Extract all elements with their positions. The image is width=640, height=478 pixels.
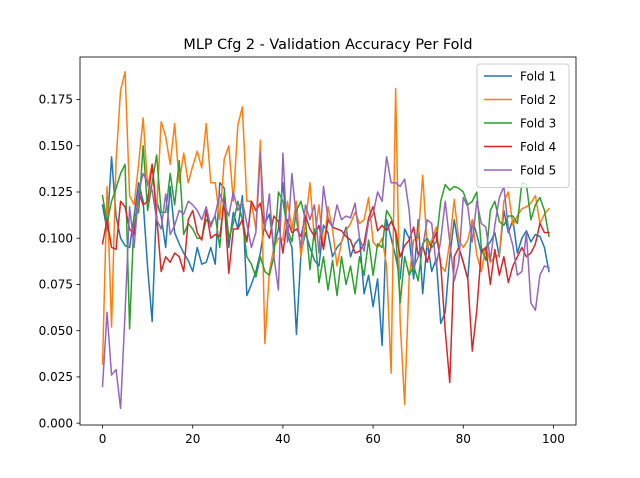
x-tick-label: 0 — [99, 432, 107, 446]
y-tick-label: 0.150 — [39, 139, 73, 153]
x-tick-label: 40 — [275, 432, 290, 446]
series-lines — [101, 71, 551, 410]
series-line-fold-3 — [101, 145, 550, 330]
legend: Fold 1 Fold 2 Fold 3 Fold 4 Fold 5 — [476, 63, 570, 188]
x-tick-label: 20 — [185, 432, 200, 446]
legend-label-fold-4: Fold 4 — [520, 140, 556, 154]
x-tick-label: 80 — [456, 432, 471, 446]
x-tick-label: 60 — [365, 432, 380, 446]
legend-box — [476, 63, 570, 188]
y-tick-label: 0.025 — [39, 370, 73, 384]
y-tick-label: 0.100 — [39, 231, 73, 245]
legend-label-fold-1: Fold 1 — [520, 69, 556, 83]
axes-frame — [79, 56, 577, 426]
legend-label-fold-2: Fold 2 — [520, 93, 556, 107]
series-line-fold-4 — [101, 163, 550, 384]
chart-title: MLP Cfg 2 - Validation Accuracy Per Fold — [183, 37, 472, 53]
y-tick-label: 0.175 — [39, 93, 73, 107]
legend-label-fold-5: Fold 5 — [520, 163, 556, 177]
y-tick-label: 0.050 — [39, 324, 73, 338]
plot-area — [101, 71, 551, 410]
x-tick-label: 100 — [542, 432, 565, 446]
y-tick-label: 0.075 — [39, 278, 73, 292]
series-line-fold-5 — [101, 152, 550, 410]
y-tick-label: 0.125 — [39, 185, 73, 199]
axes: 0 20 40 60 80 100 0.000 0.025 0.050 0.075 0.100 0.1… — [39, 56, 577, 446]
series-line-fold-2 — [101, 71, 551, 406]
legend-label-fold-3: Fold 3 — [520, 116, 556, 130]
y-tick-label: 0.000 — [39, 416, 73, 430]
